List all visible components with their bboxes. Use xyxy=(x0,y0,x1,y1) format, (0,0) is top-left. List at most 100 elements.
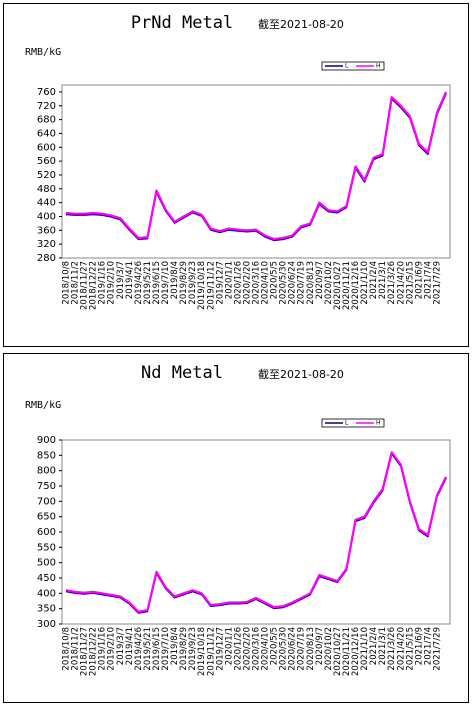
y-tick-label: 300 xyxy=(37,619,56,630)
chart-subtitle: 截至2021-08-20 xyxy=(258,367,344,381)
chart-subtitle: 截至2021-08-20 xyxy=(258,17,344,31)
x-tick-label: 2019/8/4 xyxy=(170,261,180,299)
x-tick-label: 2019/8/4 xyxy=(170,627,180,665)
x-tick-label: 2020/5/30 xyxy=(279,261,289,305)
series-line xyxy=(65,451,447,613)
y-tick-label: 560 xyxy=(37,156,56,167)
legend-box xyxy=(321,418,385,428)
x-tick-label: 2020/3/16 xyxy=(252,261,262,305)
x-tick-label: 2019/8/29 xyxy=(179,627,189,671)
y-tick-label: 900 xyxy=(37,435,56,446)
x-tick-label: 2018/11/27 xyxy=(80,261,90,310)
legend-label: H xyxy=(376,420,381,427)
x-tick-label: 2019/6/15 xyxy=(152,627,162,671)
x-tick-label: 2020/5/30 xyxy=(279,627,289,671)
y-tick-label: 680 xyxy=(37,115,56,126)
series-line xyxy=(65,91,448,241)
legend-label: L xyxy=(345,63,349,70)
plot-area xyxy=(61,439,451,625)
x-tick-label: 2019/2/10 xyxy=(107,627,117,671)
x-tick-label: 2021/6/9 xyxy=(414,627,424,665)
x-tick-label: 2021/1/10 xyxy=(360,261,370,305)
x-tick-label: 2019/2/10 xyxy=(107,261,117,305)
y-tick-label: 350 xyxy=(37,604,56,615)
x-tick-label: 2020/10/27 xyxy=(333,261,343,310)
x-tick-label: 2020/4/10 xyxy=(261,261,271,305)
x-tick-label: 2018/11/2 xyxy=(71,627,81,671)
x-tick-label: 2020/6/24 xyxy=(288,261,298,305)
x-tick-label: 2019/9/23 xyxy=(188,261,198,305)
x-tick-label: 2020/11/21 xyxy=(342,261,352,310)
x-tick-label: 2019/10/18 xyxy=(197,627,207,676)
y-tick-label: 800 xyxy=(37,466,56,477)
y-tick-label: 640 xyxy=(37,128,56,139)
y-tick-label: 360 xyxy=(37,225,56,236)
x-tick-label: 2020/10/27 xyxy=(333,627,343,676)
x-tick-label: 2019/7/10 xyxy=(161,627,171,671)
x-tick-label: 2020/1/26 xyxy=(233,627,243,671)
x-tick-label: 2021/3/26 xyxy=(387,627,397,671)
x-tick-label: 2018/10/8 xyxy=(62,261,72,305)
x-tick-label: 2019/12/7 xyxy=(215,261,225,305)
y-tick-label: 700 xyxy=(37,496,56,507)
x-tick-label: 2020/10/2 xyxy=(324,627,334,671)
x-tick-label: 2021/7/29 xyxy=(432,261,442,305)
x-tick-label: 2018/11/2 xyxy=(71,261,81,305)
x-tick-label: 2020/8/13 xyxy=(306,261,316,305)
y-tick-label: 650 xyxy=(37,512,56,523)
x-tick-label: 2021/4/20 xyxy=(396,261,406,305)
x-tick-label: 2021/1/10 xyxy=(360,627,370,671)
x-tick-label: 2019/5/21 xyxy=(143,627,153,671)
x-tick-label: 2020/8/13 xyxy=(306,627,316,671)
x-tick-label: 2019/6/15 xyxy=(152,261,162,305)
y-tick-label: 600 xyxy=(37,142,56,153)
chart-title: PrNd Metal xyxy=(131,13,233,33)
y-tick-label: 280 xyxy=(37,253,56,264)
x-tick-label: 2020/9/7 xyxy=(315,261,325,299)
x-tick-label: 2020/7/19 xyxy=(297,261,307,305)
x-tick-label: 2020/1/26 xyxy=(233,261,243,305)
x-tick-label: 2019/4/26 xyxy=(134,261,144,305)
y-tick-label: 720 xyxy=(37,101,56,112)
x-tick-label: 2018/10/8 xyxy=(62,627,72,671)
chart: Nd Metal 截至2021-08-20 RMB/kG 300 350 400 450 50… xyxy=(25,363,451,676)
y-tick-label: 400 xyxy=(37,211,56,222)
x-tick-label: 2021/7/29 xyxy=(432,627,442,671)
x-tick-label: 2021/3/26 xyxy=(387,261,397,305)
x-tick-label: 2019/4/1 xyxy=(125,627,135,665)
y-tick-label: 520 xyxy=(37,170,56,181)
x-tick-label: 2021/2/4 xyxy=(369,627,379,665)
x-tick-label: 2019/11/12 xyxy=(206,627,216,676)
x-tick-label: 2019/3/7 xyxy=(116,627,126,665)
x-tick-label: 2020/11/21 xyxy=(342,627,352,676)
x-tick-label: 2020/7/19 xyxy=(297,627,307,671)
x-tick-label: 2019/12/7 xyxy=(215,627,225,671)
x-tick-label: 2019/1/16 xyxy=(98,627,108,671)
y-tick-label: 320 xyxy=(37,239,56,250)
x-tick-label: 2021/3/1 xyxy=(378,261,388,299)
y-tick-label: 760 xyxy=(37,87,56,98)
x-tick-label: 2020/2/20 xyxy=(242,261,252,305)
x-tick-label: 2020/4/10 xyxy=(261,627,271,671)
x-tick-label: 2019/4/26 xyxy=(134,627,144,671)
x-tick-label: 2018/12/22 xyxy=(89,261,99,310)
y-axis-label: RMB/kG xyxy=(25,47,61,58)
y-tick-label: 480 xyxy=(37,184,56,195)
x-tick-label: 2019/5/21 xyxy=(143,261,153,305)
legend-label: L xyxy=(345,420,349,427)
x-tick-label: 2019/3/7 xyxy=(116,261,126,299)
x-tick-label: 2020/9/7 xyxy=(315,627,325,665)
y-tick-label: 600 xyxy=(37,527,56,538)
x-tick-label: 2020/5/5 xyxy=(270,627,280,665)
x-tick-label: 2020/1/1 xyxy=(224,627,234,665)
x-tick-label: 2021/2/4 xyxy=(369,261,379,299)
x-tick-label: 2019/9/23 xyxy=(188,627,198,671)
plot-area xyxy=(61,84,451,259)
x-tick-label: 2021/4/20 xyxy=(396,627,406,671)
x-tick-label: 2018/11/27 xyxy=(80,627,90,676)
y-tick-label: 850 xyxy=(37,450,56,461)
x-tick-label: 2021/7/4 xyxy=(423,261,433,299)
legend-label: H xyxy=(376,63,381,70)
y-tick-label: 550 xyxy=(37,542,56,553)
x-tick-label: 2019/10/18 xyxy=(197,261,207,310)
